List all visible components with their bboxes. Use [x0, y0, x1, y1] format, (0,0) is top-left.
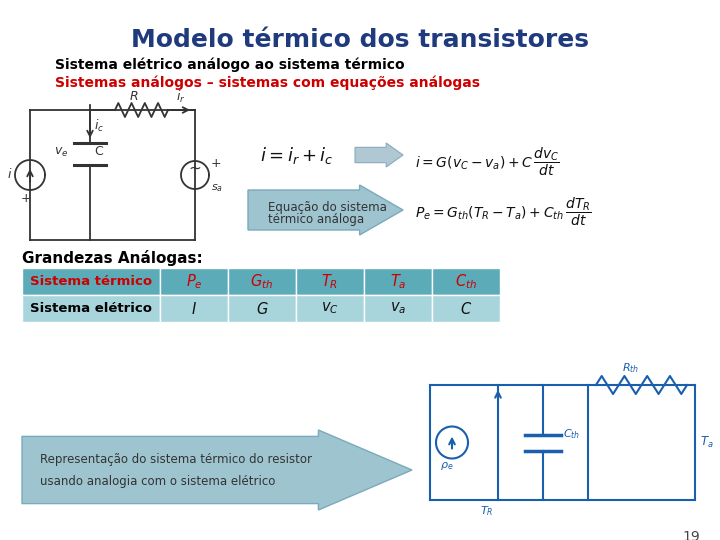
Text: i: i [8, 168, 12, 181]
Bar [432, 295, 500, 322]
Bar [22, 268, 160, 295]
Text: $C_{th}$: $C_{th}$ [455, 272, 477, 291]
Text: Representação do sistema térmico do resistor: Representação do sistema térmico do resi… [40, 453, 312, 465]
Text: $R_{th}$: $R_{th}$ [621, 361, 639, 375]
Bar [228, 268, 296, 295]
Text: R: R [130, 90, 138, 103]
Text: $C_{th}$: $C_{th}$ [563, 428, 580, 441]
Bar [364, 268, 432, 295]
Text: $v_a$: $v_a$ [390, 301, 406, 316]
Text: 19: 19 [683, 530, 700, 540]
Text: $P_e$: $P_e$ [186, 272, 202, 291]
Text: Sistemas análogos – sistemas com equações análogas: Sistemas análogos – sistemas com equaçõe… [55, 76, 480, 91]
Text: Equação do sistema: Equação do sistema [268, 200, 387, 213]
Text: $G$: $G$ [256, 300, 269, 316]
Text: $\rho_e$: $\rho_e$ [440, 461, 454, 472]
Text: $C$: $C$ [460, 300, 472, 316]
Text: +: + [21, 192, 32, 205]
Text: C: C [94, 145, 103, 158]
Text: $T_R$: $T_R$ [480, 504, 493, 518]
Text: $i_c$: $i_c$ [94, 118, 104, 134]
Bar [22, 295, 160, 322]
Text: Sistema elétrico: Sistema elétrico [30, 302, 152, 315]
Bar [228, 295, 296, 322]
Text: $P_e = G_{th}(T_R - T_a) + C_{th}\,\dfrac{dT_R}{dt}$: $P_e = G_{th}(T_R - T_a) + C_{th}\,\dfra… [415, 195, 592, 228]
Bar [432, 268, 500, 295]
Text: $T_a$: $T_a$ [700, 435, 714, 450]
Text: $s_a$: $s_a$ [211, 182, 223, 194]
Bar [364, 295, 432, 322]
Bar [296, 268, 364, 295]
Text: $i = G(v_C - v_a) + C\,\dfrac{dv_C}{dt}$: $i = G(v_C - v_a) + C\,\dfrac{dv_C}{dt}$ [415, 145, 559, 178]
Polygon shape [355, 143, 403, 167]
Text: usando analogia com o sistema elétrico: usando analogia com o sistema elétrico [40, 475, 275, 488]
Text: Sistema térmico: Sistema térmico [30, 275, 152, 288]
Text: $T_R$: $T_R$ [321, 272, 338, 291]
Bar [160, 295, 228, 322]
Text: +: + [211, 157, 222, 170]
Text: $v_C$: $v_C$ [321, 301, 339, 316]
Bar [296, 295, 364, 322]
Text: térmico análoga: térmico análoga [268, 213, 364, 226]
Text: $G_{th}$: $G_{th}$ [251, 272, 274, 291]
Polygon shape [22, 430, 412, 510]
Text: Modelo térmico dos transistores: Modelo térmico dos transistores [131, 28, 589, 52]
Polygon shape [248, 185, 403, 235]
Bar [160, 268, 228, 295]
Text: $I$: $I$ [191, 300, 197, 316]
Text: $T_a$: $T_a$ [390, 272, 406, 291]
Text: Sistema elétrico análogo ao sistema térmico: Sistema elétrico análogo ao sistema térm… [55, 58, 405, 72]
Text: $v_e$: $v_e$ [54, 146, 68, 159]
Text: $i = i_r + i_c$: $i = i_r + i_c$ [260, 145, 333, 165]
Text: ~: ~ [188, 161, 201, 176]
Text: $i_r$: $i_r$ [176, 89, 186, 105]
Text: Grandezas Análogas:: Grandezas Análogas: [22, 250, 203, 266]
